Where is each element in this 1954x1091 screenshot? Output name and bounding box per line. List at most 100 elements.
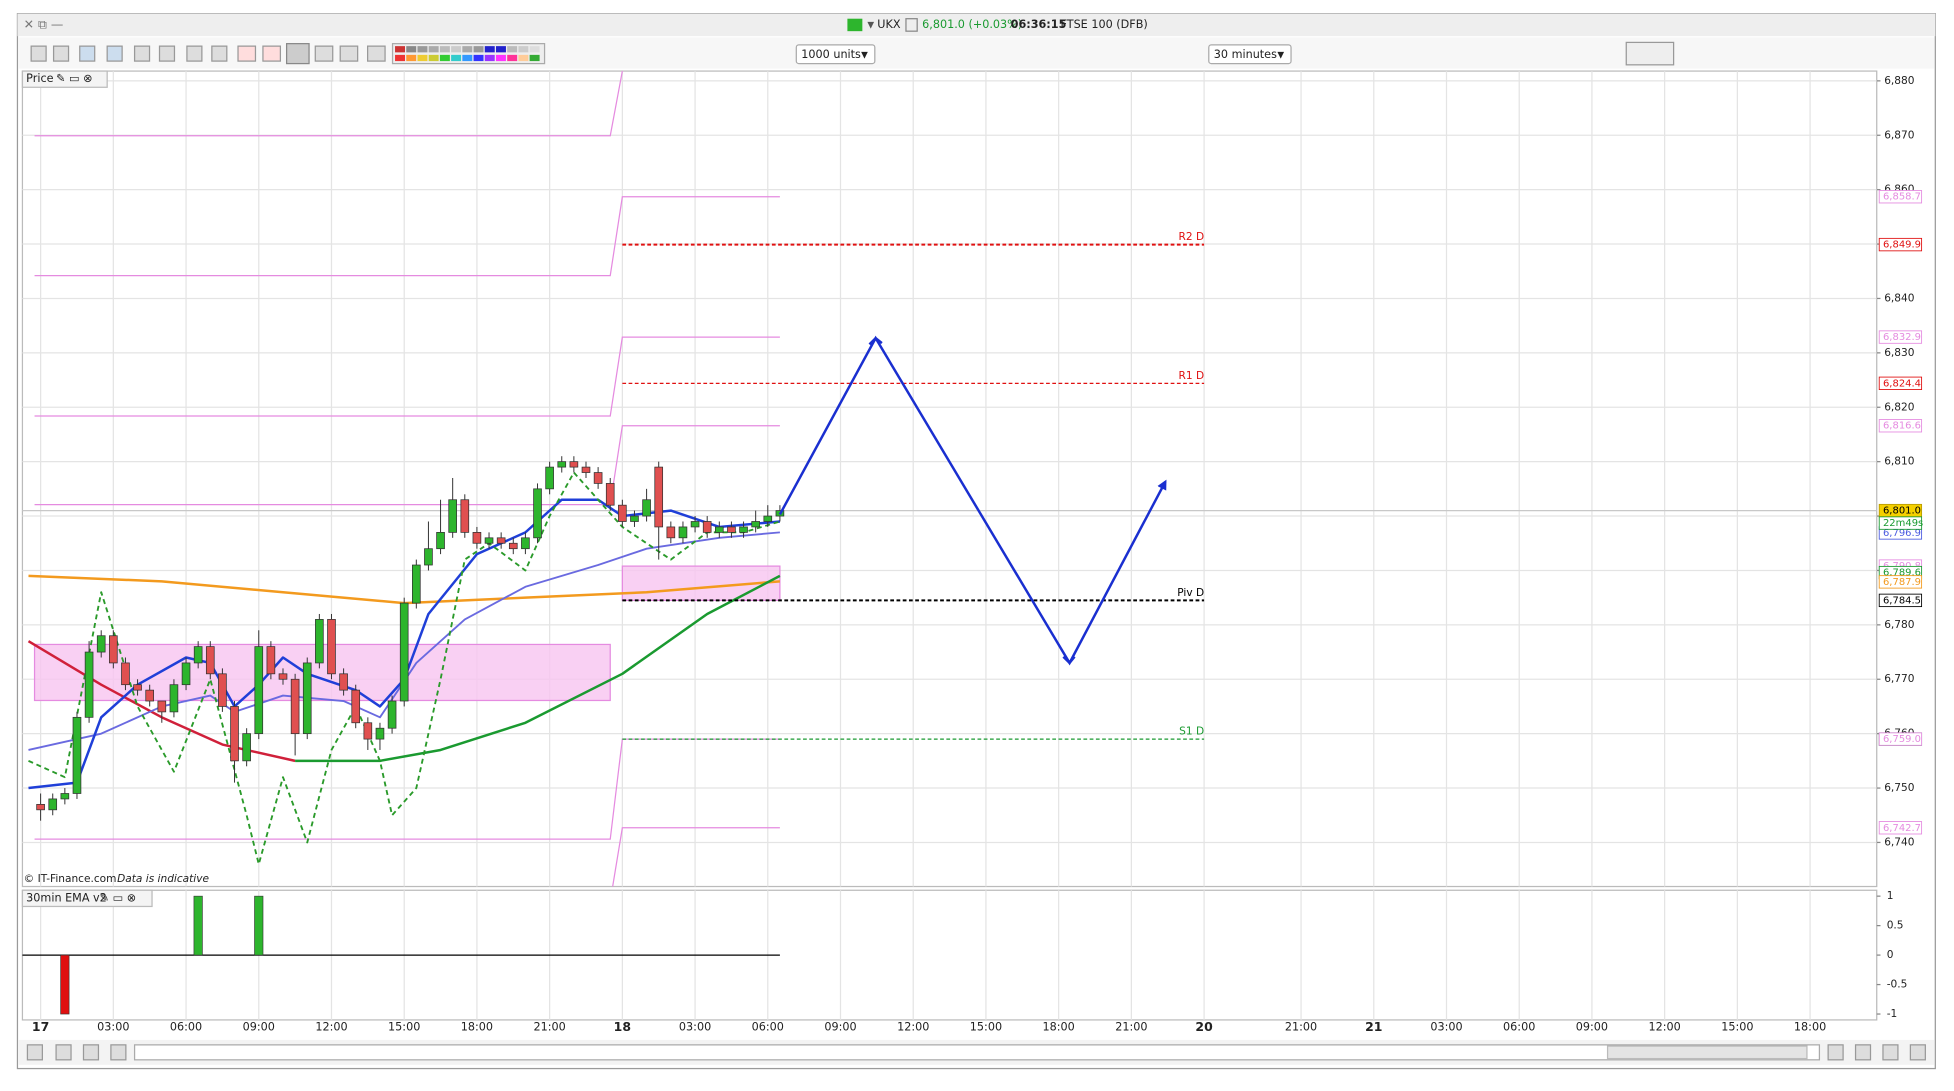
x-tick-label: 18:00 (1794, 1020, 1826, 1033)
price-tag: 6,816.6 (1883, 421, 1921, 432)
x-tick-label: 17 (32, 1019, 49, 1034)
y-tick-label: 6,740 (1884, 836, 1915, 848)
x-tick-label: 18 (614, 1019, 631, 1034)
x-tick-label: 21 (1365, 1019, 1382, 1034)
candle-body (484, 537, 494, 544)
candle-body (739, 526, 748, 533)
x-tick-label: 20 (1195, 1019, 1213, 1034)
candle-body (521, 537, 530, 550)
candle-body (84, 651, 94, 718)
countdown: 22m49s (1883, 518, 1923, 529)
candle-body (496, 537, 506, 544)
dropdown-caret[interactable]: ▼ (867, 20, 874, 30)
candle-body (230, 706, 239, 762)
y-tick-label: 6,780 (1884, 619, 1915, 631)
panel-label-box[interactable] (21, 70, 108, 88)
x-tick-label: 15:00 (388, 1020, 420, 1033)
scroll-thumb[interactable] (1606, 1045, 1808, 1060)
x-tick-label: 06:00 (170, 1020, 202, 1033)
indicator-label-box[interactable] (21, 889, 153, 908)
price-tag: 6,832.9 (1883, 332, 1921, 343)
price-tag-box (1878, 732, 1923, 746)
title-bar (17, 13, 1936, 37)
x-tick-label: 03:00 (679, 1020, 711, 1033)
chart-style-button[interactable] (1625, 41, 1675, 66)
y-tick-label: 6,820 (1884, 401, 1915, 413)
y-tick-label: 6,830 (1884, 347, 1915, 359)
pivot-band-line (34, 425, 780, 506)
scrollbar[interactable] (133, 1044, 1821, 1061)
bottom-tools[interactable] (26, 1044, 127, 1061)
x-tick-label: 18:00 (461, 1020, 493, 1033)
price-tag-box (1878, 419, 1923, 433)
candle-body (654, 466, 664, 528)
candle-body (630, 515, 639, 522)
countdown-box (1878, 516, 1923, 530)
x-tick-label: 03:00 (97, 1020, 129, 1033)
candle-body (133, 684, 142, 691)
window-buttons[interactable]: ✕ ⧉ — (24, 16, 64, 31)
price-tag-box (1878, 237, 1923, 252)
info-icon[interactable] (905, 18, 918, 32)
candle-body (436, 532, 445, 550)
price-tag-box (1878, 376, 1923, 390)
units-dropdown[interactable] (795, 44, 876, 65)
projection-arrowhead (868, 336, 883, 346)
price-tag: 6,787.9 (1883, 577, 1921, 588)
candle-body (351, 689, 361, 724)
x-tick-label: 21:00 (1285, 1020, 1317, 1033)
x-tick-label: 21:00 (533, 1020, 565, 1033)
units-value: 1000 units (801, 48, 861, 61)
color-palette[interactable] (391, 43, 546, 65)
indicator-tools[interactable]: ✎ ▭ ⊗ (100, 891, 136, 904)
price-tag: 6,849.9 (1883, 240, 1921, 251)
price-tag: 6,742.7 (1883, 823, 1921, 834)
candle-body (375, 727, 385, 740)
signal-bar (193, 895, 203, 956)
candle-body (254, 646, 264, 735)
x-tick-label: 09:00 (243, 1020, 275, 1033)
candle-body (157, 700, 167, 713)
candle-body (448, 499, 457, 533)
candle-body (424, 548, 433, 566)
candle-body (678, 526, 688, 539)
candle-body (412, 564, 421, 604)
toolbar-tools[interactable] (30, 43, 386, 65)
candle-body (714, 526, 724, 533)
dropdown-caret: ▼ (1277, 50, 1284, 60)
candle-body (642, 499, 651, 517)
candle-body (72, 716, 82, 794)
candle-body (751, 521, 760, 528)
candle-body (96, 635, 106, 653)
pivot-band-line (34, 336, 780, 417)
panel-label: Price (26, 72, 53, 85)
y-tick-label: 6,770 (1884, 673, 1915, 685)
panel-tools[interactable]: ✎ ▭ ⊗ (56, 72, 92, 85)
x-tick-label: 06:00 (752, 1020, 784, 1033)
instrument-name: FTSE 100 (DFB) (1060, 18, 1147, 31)
candle-body (690, 521, 700, 528)
candle-body (181, 662, 191, 686)
price-tag: 6,759.0 (1883, 734, 1921, 745)
candle-body (533, 488, 542, 539)
price-tag: 6,784.5 (1883, 595, 1921, 606)
price-tag-box (1878, 190, 1923, 204)
price-tag: 6,796.9 (1883, 528, 1921, 539)
candle-body (763, 515, 773, 522)
x-tick-label: 15:00 (1721, 1020, 1753, 1033)
x-tick-label: 15:00 (970, 1020, 1002, 1033)
y-tick-label: 1 (1887, 890, 1894, 902)
candle-body (145, 689, 155, 702)
projection-arrowhead (1062, 655, 1076, 665)
signal-bar (60, 954, 70, 1015)
interval-dropdown[interactable] (1208, 44, 1292, 65)
zoom-tools[interactable] (1827, 1044, 1926, 1061)
indicator-label: 30min EMA v2 (26, 891, 107, 904)
candle-body (593, 472, 603, 484)
x-tick-label: 09:00 (1576, 1020, 1608, 1033)
projection-line (778, 335, 1167, 666)
price-tag-box (1878, 593, 1923, 608)
signal-bar (254, 895, 264, 956)
